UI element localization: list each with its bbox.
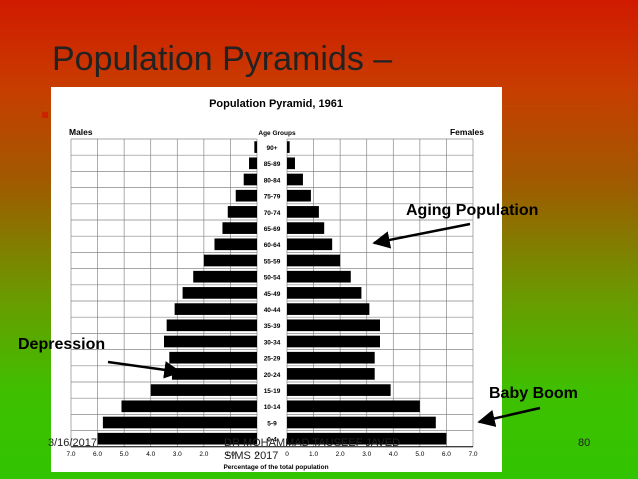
age-group-label: 65-69 [264, 226, 281, 233]
male-bar-75-79 [235, 189, 257, 202]
age-group-label: 40-44 [264, 307, 281, 314]
female-bar-70-74 [287, 206, 319, 218]
female-bar-20-24 [287, 368, 375, 380]
x-tick-label: 1.0 [309, 451, 318, 458]
age-group-label: 75-79 [264, 194, 281, 201]
female-bar-0-4 [287, 432, 447, 445]
female-bar-5-9 [287, 416, 436, 429]
x-tick-label: 4.0 [389, 451, 398, 458]
x-tick-label: 6.0 [442, 451, 451, 458]
female-bar-45-49 [287, 287, 362, 299]
x-tick-label: 7.0 [468, 451, 477, 458]
age-group-label: 90+ [266, 145, 277, 152]
x-tick-label: 1.0 [226, 451, 235, 458]
x-axis-label: Percentage of the total population [223, 464, 328, 471]
x-tick-label: 0 [285, 451, 289, 458]
bar-layer [97, 141, 447, 445]
male-bar-55-59 [203, 254, 257, 267]
depression-label: Depression [18, 336, 106, 353]
age-group-label: 25-29 [264, 356, 281, 363]
age-group-label: 35-39 [264, 323, 281, 330]
male-bar-25-29 [169, 351, 257, 364]
page-number: 80 [578, 437, 591, 449]
baby-boom-label: Baby Boom [489, 385, 578, 402]
males-label: Males [69, 127, 93, 137]
footer-author-name: DR MOHAMMAD TAUSEEF JAVED [224, 437, 401, 449]
age-group-label: 80-84 [264, 177, 281, 184]
aging-population-label: Aging Population [406, 202, 539, 219]
male-bar-35-39 [166, 319, 257, 332]
age-group-label: 5-9 [267, 420, 277, 427]
x-tick-label: 4.0 [146, 451, 155, 458]
age-group-label: 85-89 [264, 161, 281, 168]
x-tick-label: 0 [255, 451, 259, 458]
age-group-label: 60-64 [264, 242, 281, 249]
male-bar-40-44 [174, 303, 257, 315]
female-bar-65-69 [287, 222, 325, 234]
slide-title: Population Pyramids – [52, 40, 393, 78]
x-tick-label: 3.0 [362, 451, 371, 458]
population-pyramid-chart: Population Pyramid, 1961 Males Females A… [66, 98, 484, 471]
age-group-label: 10-14 [264, 404, 281, 411]
age-group-label: 30-34 [264, 339, 281, 346]
male-bar-65-69 [222, 222, 257, 234]
age-groups-header: Age Groups [258, 130, 296, 137]
x-tick-label: 2.0 [199, 451, 208, 458]
female-bar-90+ [287, 141, 290, 153]
male-bar-90+ [254, 141, 257, 153]
x-tick-label: 5.0 [120, 451, 129, 458]
female-bar-80-84 [287, 173, 303, 186]
male-bar-80-84 [243, 173, 257, 186]
age-group-label: 0-4 [267, 437, 277, 444]
footer-author-affiliation: SIMS 2017 [224, 450, 279, 462]
age-group-label: 70-74 [264, 210, 281, 217]
footer-date: 3/16/2017 [48, 437, 97, 449]
female-bar-50-54 [287, 270, 351, 283]
male-bar-60-64 [214, 238, 257, 251]
female-bar-85-89 [287, 157, 295, 170]
footer-author: DR MOHAMMAD TAUSEEF JAVED SIMS 2017 [224, 437, 400, 463]
male-bar-10-14 [121, 400, 257, 413]
female-bar-40-44 [287, 303, 370, 315]
male-bar-50-54 [193, 270, 257, 283]
age-group-label: 15-19 [264, 388, 281, 395]
female-bar-15-19 [287, 384, 391, 396]
male-bar-15-19 [150, 384, 257, 396]
chart-panel: Population Pyramid, 1961 Males Females A… [51, 87, 502, 472]
age-group-label: 50-54 [264, 275, 281, 282]
male-bar-45-49 [182, 287, 257, 299]
age-label-layer: 90+ 85-89 80-84 75-79 70-74 65-69 60-64 55-59 50… [264, 145, 281, 444]
female-bar-30-34 [287, 335, 380, 348]
x-tick-label: 6.0 [93, 451, 102, 458]
x-tick-label: 2.0 [336, 451, 345, 458]
male-bar-85-89 [249, 157, 257, 170]
female-bar-35-39 [287, 319, 380, 332]
bullet-marker [42, 112, 48, 118]
female-bar-55-59 [287, 254, 341, 267]
age-group-label: 45-49 [264, 291, 281, 298]
females-label: Females [450, 127, 484, 137]
female-bar-75-79 [287, 189, 311, 202]
tick-label-layer: 7.0 6.0 5.0 4.0 3.0 2.0 1.0 0 0 1.0 2.0 3.0 4.0 5.0 6.… [66, 451, 477, 458]
male-bar-0-4 [97, 432, 257, 445]
x-tick-label: 7.0 [66, 451, 75, 458]
male-bar-30-34 [164, 335, 257, 348]
age-group-label: 20-24 [264, 372, 281, 379]
female-bar-10-14 [287, 400, 420, 413]
female-bar-25-29 [287, 351, 375, 364]
male-bar-20-24 [171, 368, 257, 380]
age-group-label: 55-59 [264, 258, 281, 265]
male-bar-5-9 [102, 416, 257, 429]
chart-title: Population Pyramid, 1961 [209, 98, 343, 110]
x-tick-label: 3.0 [173, 451, 182, 458]
female-bar-60-64 [287, 238, 333, 251]
male-bar-70-74 [227, 206, 257, 218]
x-tick-label: 5.0 [415, 451, 424, 458]
